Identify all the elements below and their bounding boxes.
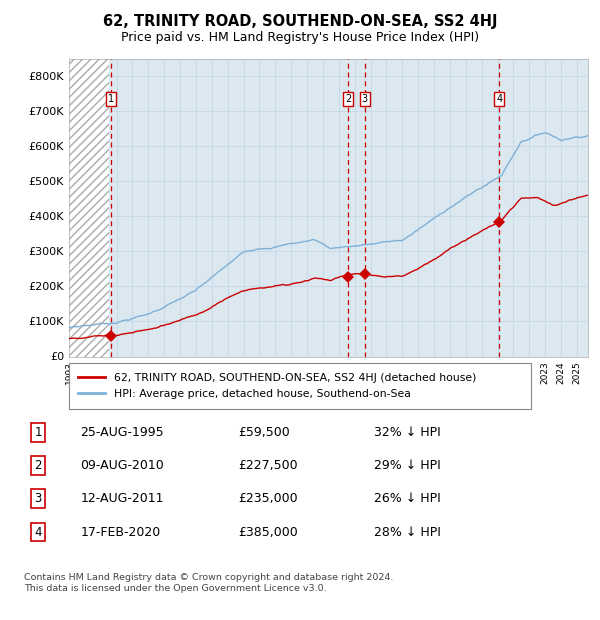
Text: 28% ↓ HPI: 28% ↓ HPI <box>374 526 440 539</box>
Text: 17-FEB-2020: 17-FEB-2020 <box>80 526 161 539</box>
Text: 12-AUG-2011: 12-AUG-2011 <box>80 492 164 505</box>
Text: 3: 3 <box>34 492 42 505</box>
Text: Contains HM Land Registry data © Crown copyright and database right 2024.
This d: Contains HM Land Registry data © Crown c… <box>24 574 394 593</box>
Text: 2: 2 <box>34 459 42 472</box>
Text: £385,000: £385,000 <box>238 526 298 539</box>
Text: 1: 1 <box>108 94 114 104</box>
Text: £59,500: £59,500 <box>238 425 290 438</box>
Bar <box>69 59 109 356</box>
Bar <box>69 59 109 356</box>
Text: 62, TRINITY ROAD, SOUTHEND-ON-SEA, SS2 4HJ: 62, TRINITY ROAD, SOUTHEND-ON-SEA, SS2 4… <box>103 14 497 29</box>
Text: 2: 2 <box>345 94 352 104</box>
Text: £235,000: £235,000 <box>238 492 298 505</box>
Text: 29% ↓ HPI: 29% ↓ HPI <box>374 459 440 472</box>
Text: 4: 4 <box>496 94 502 104</box>
Text: 1: 1 <box>34 425 42 438</box>
Text: 25-AUG-1995: 25-AUG-1995 <box>80 425 164 438</box>
Text: 4: 4 <box>34 526 42 539</box>
Text: 26% ↓ HPI: 26% ↓ HPI <box>374 492 440 505</box>
Legend: 62, TRINITY ROAD, SOUTHEND-ON-SEA, SS2 4HJ (detached house), HPI: Average price,: 62, TRINITY ROAD, SOUTHEND-ON-SEA, SS2 4… <box>74 369 481 403</box>
Text: Price paid vs. HM Land Registry's House Price Index (HPI): Price paid vs. HM Land Registry's House … <box>121 31 479 43</box>
Text: 3: 3 <box>361 94 368 104</box>
Text: 32% ↓ HPI: 32% ↓ HPI <box>374 425 440 438</box>
Text: £227,500: £227,500 <box>238 459 298 472</box>
Text: 09-AUG-2010: 09-AUG-2010 <box>80 459 164 472</box>
